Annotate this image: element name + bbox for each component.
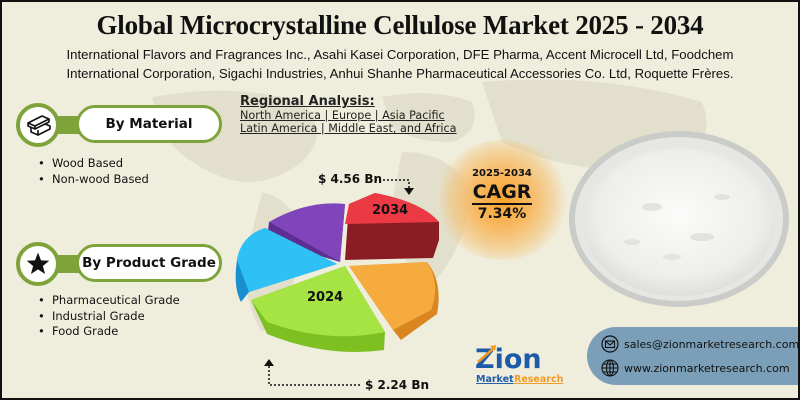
list-item: Food Grade [52,324,180,340]
mail-icon [601,335,619,353]
value-2024: $ 2.24 Bn [365,378,430,392]
pie-label-2034: 2034 [372,203,409,218]
value-2034: $ 4.56 Bn [318,172,383,186]
list-item: Wood Based [52,156,149,172]
logo-research-text: Research [514,374,564,385]
segment-label: By Material [76,105,222,143]
segment-icon-badge [16,103,60,147]
contact-website: www.zionmarketresearch.com [601,359,790,377]
segment-list-material: Wood Based Non-wood Based [52,156,149,188]
page-title: Global Microcrystalline Cellulose Market… [96,10,704,40]
logo-brand-text: Zion [475,344,542,375]
regional-line-2: Latin America | Middle East, and Africa [240,122,457,135]
star-icon [26,252,50,274]
product-image-powder-dish [569,131,789,307]
contact-panel: sales@zionmarketresearch.com www.zionmar… [587,327,798,385]
zion-logo: Zion Market Research [472,340,572,390]
list-item: Industrial Grade [52,309,180,325]
market-pie-chart: 2034 2024 $ 4.56 Bn $ 2.24 Bn [227,162,467,392]
cagr-value: 7.34% [477,206,527,222]
cagr-period: 2025-2034 [472,168,532,179]
regional-analysis: Regional Analysis: North America | Europ… [240,94,457,135]
steel-beam-icon [27,115,51,136]
list-item: Pharmaceutical Grade [52,293,180,309]
logo-market-text: Market [476,374,514,385]
segment-label: By Product Grade [76,244,222,282]
segment-icon-badge [16,242,60,286]
website-link[interactable]: www.zionmarketresearch.com [624,361,790,375]
segment-header-material: By Material [16,103,222,147]
pie-graphic [235,179,439,386]
segment-list-product-grade: Pharmaceutical Grade Industrial Grade Fo… [52,293,180,340]
contact-email: sales@zionmarketresearch.com [601,335,798,353]
email-link[interactable]: sales@zionmarketresearch.com [624,337,798,351]
segment-header-product-grade: By Product Grade [16,242,222,286]
cagr-badge: 2025-2034 CAGR 7.34% [434,140,570,260]
key-players-line-2: International Corporation, Sigachi Indus… [66,66,734,81]
regional-heading: Regional Analysis: [240,94,375,109]
key-players: International Flavors and Fragrances Inc… [2,45,798,83]
list-item: Non-wood Based [52,172,149,188]
regional-line-1: North America | Europe | Asia Pacific [240,109,445,122]
cagr-label: CAGR [472,181,532,205]
globe-icon [601,359,619,377]
key-players-line-1: International Flavors and Fragrances Inc… [66,47,734,62]
pie-label-2024: 2024 [307,290,344,305]
